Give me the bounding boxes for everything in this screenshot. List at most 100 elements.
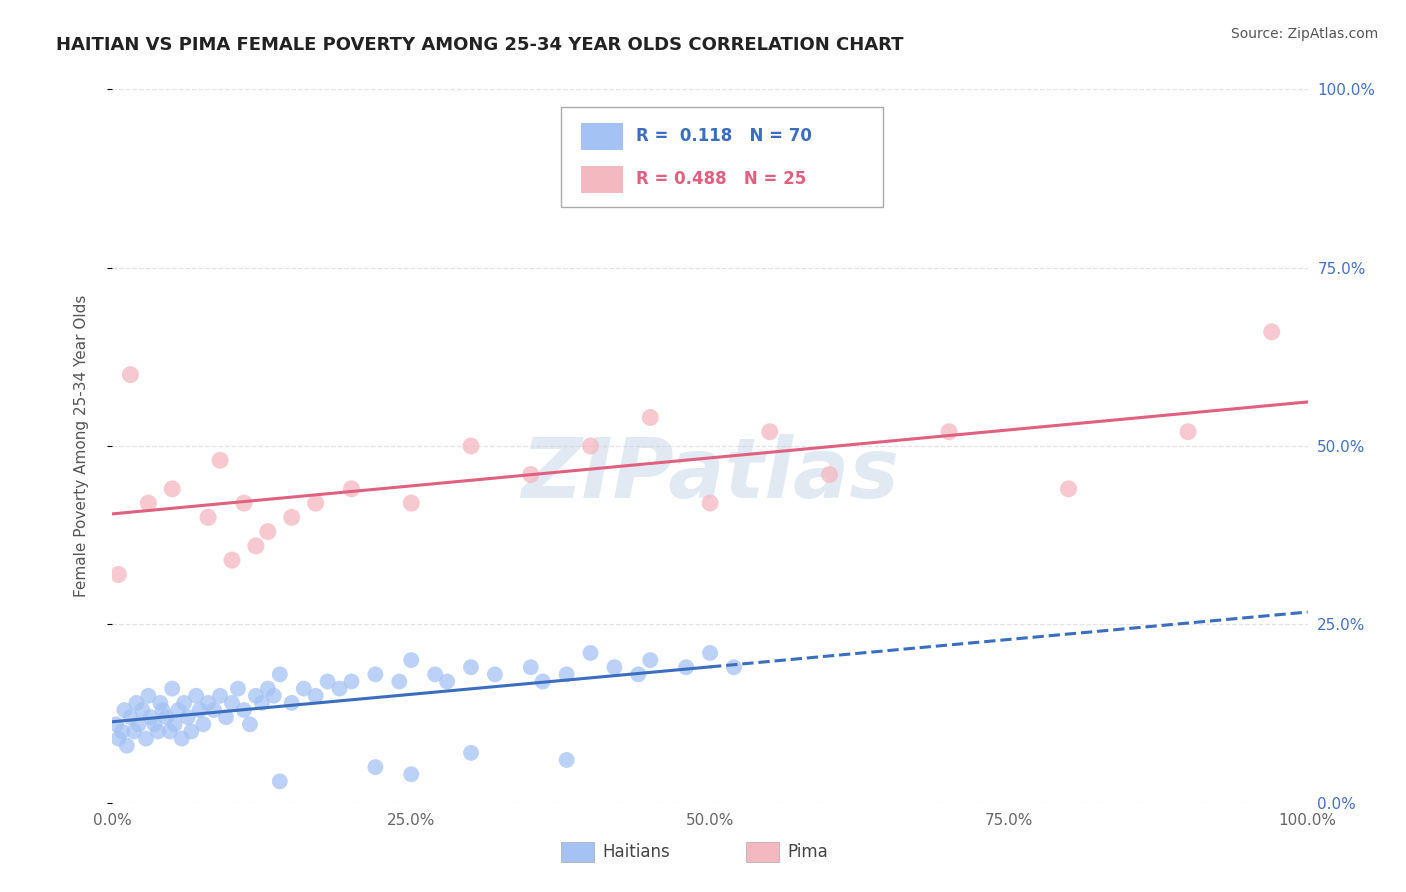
Point [245,539,267,553]
Point [531,674,554,689]
Point [186,689,208,703]
Point [239,717,262,731]
Point [329,681,352,696]
Point [1057,482,1080,496]
Point [257,681,280,696]
Point [1177,425,1199,439]
Point [292,681,315,696]
Point [640,653,662,667]
Point [138,496,160,510]
Point [401,767,423,781]
FancyBboxPatch shape [561,107,883,207]
Point [640,410,662,425]
FancyBboxPatch shape [581,166,623,193]
Point [555,667,578,681]
Point [105,717,128,731]
Point [188,703,211,717]
Point [215,710,238,724]
Point [202,703,225,717]
Point [1261,325,1284,339]
Point [115,739,138,753]
Point [149,696,172,710]
Point [114,703,135,717]
Point [221,553,243,567]
Point [159,724,181,739]
Point [197,510,219,524]
Point [484,667,506,681]
Point [120,368,142,382]
Point [364,667,387,681]
Point [111,724,134,739]
Point [579,646,602,660]
Text: ZIPatlas: ZIPatlas [522,434,898,515]
Point [221,696,243,710]
Point [173,696,195,710]
Point [128,717,150,731]
Point [520,660,543,674]
Point [162,681,183,696]
Point [250,696,273,710]
Point [305,689,328,703]
FancyBboxPatch shape [581,123,623,150]
Point [520,467,543,482]
Point [107,567,129,582]
Point [401,653,423,667]
Point [340,674,363,689]
Text: Haitians: Haitians [603,843,671,861]
Point [269,774,291,789]
Point [146,724,169,739]
Text: R = 0.488   N = 25: R = 0.488 N = 25 [636,170,806,188]
Point [155,710,177,724]
Point [460,439,482,453]
Y-axis label: Female Poverty Among 25-34 Year Olds: Female Poverty Among 25-34 Year Olds [75,295,89,597]
Point [364,760,387,774]
Point [627,667,650,681]
Point [305,496,328,510]
Point [135,731,157,746]
Text: Source: ZipAtlas.com: Source: ZipAtlas.com [1230,27,1378,41]
Point [723,660,745,674]
Point [233,496,256,510]
Point [699,496,721,510]
Point [120,710,142,724]
Text: Pima: Pima [787,843,828,861]
Point [209,453,232,467]
Point [245,689,267,703]
Point [139,710,162,724]
Point [425,667,447,681]
Point [163,717,186,731]
Point [316,674,339,689]
Point [138,689,160,703]
Point [555,753,578,767]
Point [269,667,291,681]
Point [125,696,148,710]
Point [460,746,482,760]
Point [460,660,482,674]
Text: HAITIAN VS PIMA FEMALE POVERTY AMONG 25-34 YEAR OLDS CORRELATION CHART: HAITIAN VS PIMA FEMALE POVERTY AMONG 25-… [56,36,904,54]
Text: R =  0.118   N = 70: R = 0.118 N = 70 [636,128,811,145]
Point [177,710,200,724]
Point [197,696,219,710]
Point [180,724,202,739]
Point [340,482,363,496]
Point [281,696,304,710]
Point [579,439,602,453]
Point [167,703,190,717]
Point [699,646,721,660]
Point [388,674,411,689]
Point [107,731,129,746]
Point [818,467,841,482]
Point [226,681,249,696]
Point [122,724,145,739]
FancyBboxPatch shape [747,842,779,862]
Point [152,703,174,717]
Point [263,689,285,703]
Point [131,703,153,717]
Point [233,703,256,717]
Point [193,717,215,731]
Point [675,660,697,674]
FancyBboxPatch shape [561,842,595,862]
Point [162,482,183,496]
Point [401,496,423,510]
Point [436,674,458,689]
